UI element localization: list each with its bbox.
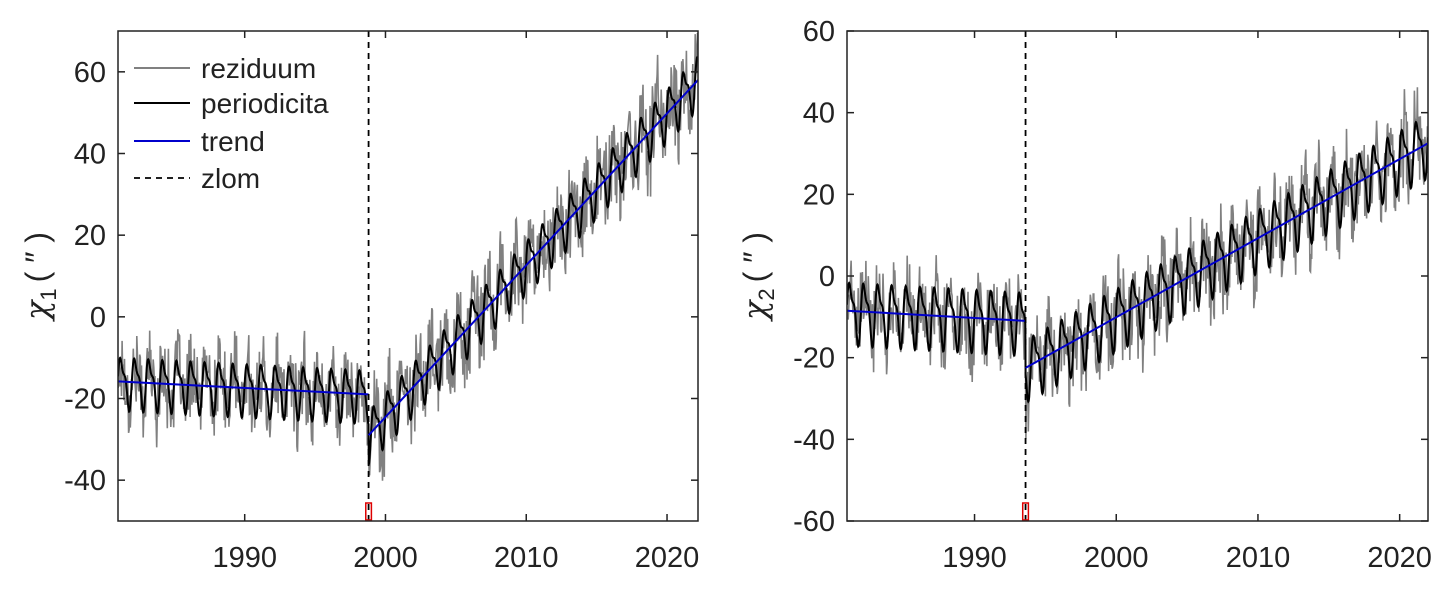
series-layer: [118, 31, 698, 521]
y-tick-label: 0: [819, 261, 835, 293]
y-tick-label: -20: [793, 343, 835, 375]
trend-segment-1: [118, 380, 369, 396]
y-axis-unit: ( ″ ): [737, 232, 773, 282]
y-ticks: -40 -20 0 20 40 60: [64, 57, 698, 497]
y-tick-label: -40: [64, 465, 106, 497]
y-tick-label: 60: [74, 57, 106, 89]
x-tick-label: 2000: [353, 542, 418, 574]
axes-frame: [117, 30, 699, 522]
legend: reziduum periodicita trend zlom: [134, 53, 329, 194]
x-tick-label: 2010: [494, 542, 559, 574]
panel-chi2: -60 -40 -20 0 20 40 60 1990 2000 2010 2020 χ2 ( ″ …: [736, 16, 1432, 574]
y-tick-label: 20: [803, 179, 835, 211]
series-line-periodicita: [118, 56, 698, 465]
y-tick-label: 40: [74, 139, 106, 171]
series-line-reziduum: [118, 32, 698, 481]
series-layer: [847, 31, 1428, 521]
legend-label-periodicita: periodicita: [201, 88, 329, 119]
legend-label-zlom: zlom: [201, 163, 260, 194]
trend-segment-1: [847, 309, 1026, 322]
y-axis-unit: ( ″ ): [19, 232, 55, 282]
x-ticks: 1990 2000 2010 2020: [942, 31, 1432, 574]
series-line-reziduum: [847, 87, 1428, 439]
panel-chi1: -40 -20 0 20 40 60 1990 2000 2010 2020 χ1 ( ″ ) r…: [18, 30, 699, 574]
x-tick-label: 2020: [635, 542, 700, 574]
breakpoint-uncertainty: [1021, 502, 1030, 521]
y-tick-label: 0: [90, 302, 106, 334]
y-axis-subscript: 2: [754, 288, 779, 300]
axes-frame: [846, 30, 1429, 522]
y-axis-label: χ2 ( ″ ): [736, 232, 779, 322]
x-tick-label: 2020: [1367, 542, 1432, 574]
y-ticks: -60 -40 -20 0 20 40 60: [793, 16, 1428, 538]
y-axis-label: χ1 ( ″ ): [18, 232, 61, 322]
x-tick-label: 2010: [1226, 542, 1291, 574]
series-line-periodicita: [847, 120, 1428, 404]
legend-label-trend: trend: [201, 126, 265, 157]
y-axis-symbol: χ: [18, 299, 56, 322]
x-tick-label: 1990: [942, 542, 1007, 574]
y-tick-label: -40: [793, 424, 835, 456]
y-axis-symbol: χ: [736, 299, 774, 322]
y-tick-label: 20: [74, 220, 106, 252]
y-tick-label: -20: [64, 384, 106, 416]
y-tick-label: -60: [793, 506, 835, 538]
y-tick-label: 60: [803, 16, 835, 48]
legend-label-reziduum: reziduum: [201, 53, 316, 84]
y-tick-label: 40: [803, 98, 835, 130]
x-tick-label: 2000: [1084, 542, 1149, 574]
trend-segment-2: [1025, 142, 1428, 369]
x-ticks: 1990 2000 2010 2020: [212, 31, 699, 574]
x-tick-label: 1990: [212, 542, 277, 574]
trend-segment-2: [367, 79, 698, 436]
y-axis-subscript: 1: [36, 288, 61, 300]
breakpoint-uncertainty: [365, 502, 373, 521]
